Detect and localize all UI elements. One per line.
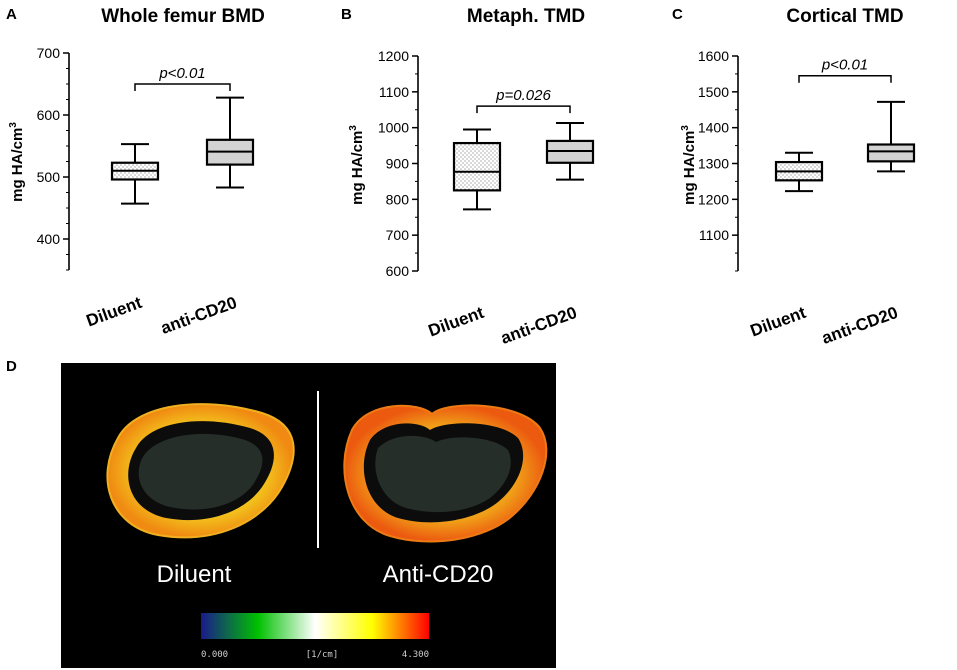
significance-bracket [798,74,892,83]
significance-label: p<0.01 [821,57,868,74]
box-anti-cd20 [205,96,255,189]
panel-b-chart: B Metaph. TMD 600 700 800 900 1000 1100 1200 mg… [341,6,595,348]
x-category-label: anti-CD20 [498,303,579,348]
x-category-label: Diluent [84,293,145,331]
y-tick-label: 1100 [379,84,409,100]
y-tick-label: 500 [37,169,61,185]
diluent-bone-scan [106,403,295,539]
colorbar-unit-label: [1/cm] [306,650,339,660]
x-category-label: anti-CD20 [158,293,239,338]
box-diluent [452,128,502,211]
panel-c-chart: C Cortical TMD 1100 1200 1300 1400 1500 1600 m… [672,6,916,348]
significance-bracket [476,105,571,114]
y-tick-label: 600 [37,107,61,123]
x-category-label: anti-CD20 [819,303,900,348]
y-tick-label: 700 [386,227,410,243]
box-diluent [774,151,824,193]
colorbar-min-label: 0.000 [201,650,228,660]
y-tick-label: 400 [37,231,61,247]
y-tick-label: 1000 [378,120,409,136]
colorbar-max-label: 4.300 [402,650,429,660]
anti-cd20-bone-scan [343,404,548,543]
colorbar [201,613,429,639]
panel-c-title: Cortical TMD [786,6,903,27]
x-category-label: Diluent [748,303,809,341]
y-tick-label: 1400 [698,120,729,136]
box-diluent [110,143,160,205]
y-tick-label: 1200 [378,48,409,64]
panel-a-chart: A Whole femur BMD 400 500 600 700 mg HA/cm3 D… [6,6,265,338]
panel-b-title: Metaph. TMD [467,6,585,27]
y-tick-label: 800 [386,191,410,207]
y-axis-label: mg HA/cm3 [8,122,26,202]
y-tick-label: 1600 [698,48,729,64]
panel-b-letter: B [341,6,352,23]
panel-a-letter: A [6,6,17,23]
box-iqr [452,141,502,192]
scan-label-diluent: Diluent [157,561,232,588]
y-tick-label: 900 [386,156,410,172]
box-anti-cd20 [866,100,916,173]
box-anti-cd20 [545,122,595,181]
panel-a-title: Whole femur BMD [101,6,265,27]
y-tick-label: 1500 [698,84,729,100]
y-axis-label: mg HA/cm3 [348,125,366,205]
box-iqr [866,143,916,163]
y-tick-label: 700 [37,45,61,61]
scan-label-anti-cd20: Anti-CD20 [383,561,494,588]
y-tick-label: 600 [386,263,410,279]
y-tick-label: 1200 [698,191,729,207]
significance-label: p=0.026 [495,87,551,104]
panel-d-letter: D [6,358,17,375]
significance-bracket [134,83,231,91]
panel-c-letter: C [672,6,683,23]
significance-label: p<0.01 [158,65,205,82]
y-tick-label: 1300 [698,156,729,172]
y-tick-label: 1100 [699,227,729,243]
y-axis-label: mg HA/cm3 [680,125,698,205]
panel-d-image: D Diluent Anti-CD20 0.000 [1/cm] 4.300 [6,358,556,668]
x-category-label: Diluent [426,303,487,341]
